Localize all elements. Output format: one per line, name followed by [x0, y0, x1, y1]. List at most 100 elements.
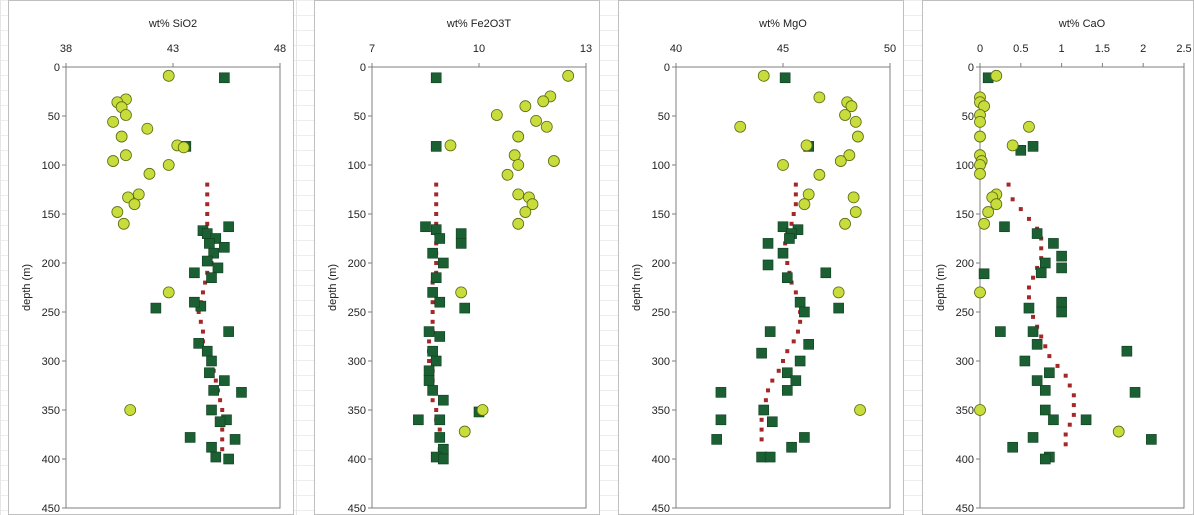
y-tick-label: 200 — [348, 258, 366, 270]
data-point-square — [430, 355, 442, 367]
data-point-square — [438, 257, 449, 269]
y-tick-label: 150 — [42, 209, 60, 221]
data-point-square — [206, 272, 217, 284]
data-point-circle — [177, 141, 190, 154]
data-point-dot — [789, 221, 794, 226]
data-point-dot — [430, 300, 435, 305]
data-point-square — [1039, 257, 1051, 269]
data-point-circle — [547, 155, 560, 167]
data-point-square — [219, 242, 230, 253]
data-point-dot — [213, 378, 218, 383]
data-point-square — [777, 221, 789, 233]
data-point-circle — [530, 115, 542, 127]
data-point-square — [427, 385, 438, 396]
data-point-circle — [974, 115, 986, 128]
data-point-circle — [982, 206, 995, 218]
data-point-square — [201, 255, 213, 267]
data-point-dot — [1067, 383, 1072, 388]
data-point-square — [1129, 387, 1141, 398]
data-point-dot — [430, 310, 435, 314]
x-axis-title: wt% Fe2O3T — [446, 18, 511, 30]
data-point-square — [413, 414, 424, 426]
data-point-square — [208, 385, 219, 396]
data-point-dot — [1063, 432, 1068, 437]
data-point-circle — [978, 217, 990, 230]
x-tick-label: 2 — [1140, 43, 1146, 55]
data-point-square — [756, 347, 767, 359]
data-point-square — [438, 453, 449, 465]
data-point-circle — [832, 286, 845, 299]
data-point-circle — [526, 198, 539, 211]
data-point-circle — [512, 188, 525, 201]
data-point-square — [434, 331, 446, 342]
data-point-circle — [813, 91, 826, 104]
data-point-square — [762, 238, 774, 249]
data-point-dot — [1067, 422, 1072, 427]
y-axis-title: depth (m) — [327, 264, 339, 311]
data-point-circle — [851, 130, 864, 143]
data-point-square — [219, 72, 230, 84]
y-tick-label: 400 — [956, 454, 974, 466]
data-point-square — [1048, 414, 1059, 426]
data-point-dot — [793, 192, 798, 197]
plot-area — [65, 66, 281, 509]
x-tick-label: 0 — [977, 43, 983, 55]
x-tick-label: 1.5 — [1095, 43, 1110, 55]
data-point-dot — [1026, 216, 1031, 221]
y-tick-label: 150 — [956, 209, 974, 221]
data-point-square — [1056, 262, 1067, 274]
data-point-dot — [434, 202, 439, 207]
data-point-square — [1031, 375, 1043, 386]
data-point-square — [1039, 385, 1051, 396]
data-point-circle — [501, 168, 514, 181]
data-point-square — [715, 387, 727, 398]
data-point-dot — [795, 329, 800, 334]
data-point-dot — [205, 212, 210, 216]
data-point-dot — [1071, 403, 1076, 408]
data-point-dot — [205, 202, 210, 207]
data-point-circle — [834, 155, 847, 167]
y-tick-label: 450 — [652, 503, 670, 515]
data-point-square — [803, 339, 814, 350]
data-point-circle — [1006, 139, 1019, 152]
y-tick-label: 100 — [652, 160, 670, 172]
data-point-dot — [1055, 363, 1060, 368]
data-point-square — [150, 302, 162, 314]
y-tick-label: 50 — [354, 111, 366, 123]
data-point-square — [455, 228, 467, 239]
data-point-dot — [434, 408, 439, 412]
data-point-square — [1023, 302, 1035, 314]
data-point-square — [1048, 238, 1059, 249]
data-point-square — [1027, 432, 1039, 443]
data-point-circle — [120, 149, 132, 162]
data-point-dot — [791, 339, 796, 344]
y-tick-label: 100 — [348, 160, 366, 172]
y-axis-title: depth (m) — [21, 264, 33, 311]
data-point-circle — [757, 69, 770, 82]
data-point-dot — [1039, 246, 1044, 251]
data-point-square — [201, 345, 213, 357]
x-tick-label: 7 — [369, 43, 375, 55]
x-tick-label: 40 — [670, 43, 682, 55]
y-tick-label: 300 — [42, 356, 60, 368]
data-point-circle — [512, 217, 525, 230]
data-point-dot — [220, 408, 225, 412]
data-point-square — [236, 387, 247, 398]
data-point-dot — [427, 339, 432, 344]
y-tick-label: 450 — [956, 503, 974, 515]
data-point-circle — [519, 100, 532, 113]
data-point-square — [799, 306, 810, 318]
data-point-square — [434, 432, 446, 443]
data-point-circle — [849, 206, 862, 218]
data-point-circle — [143, 167, 156, 180]
data-point-square — [423, 326, 435, 337]
data-point-square — [711, 434, 722, 445]
x-tick-label: 48 — [274, 43, 286, 55]
data-point-square — [995, 326, 1006, 337]
y-tick-label: 450 — [348, 503, 366, 515]
data-point-square — [427, 247, 438, 259]
data-point-square — [1146, 434, 1157, 445]
data-point-circle — [117, 217, 130, 230]
data-point-circle — [162, 286, 175, 299]
data-point-square — [833, 302, 844, 314]
